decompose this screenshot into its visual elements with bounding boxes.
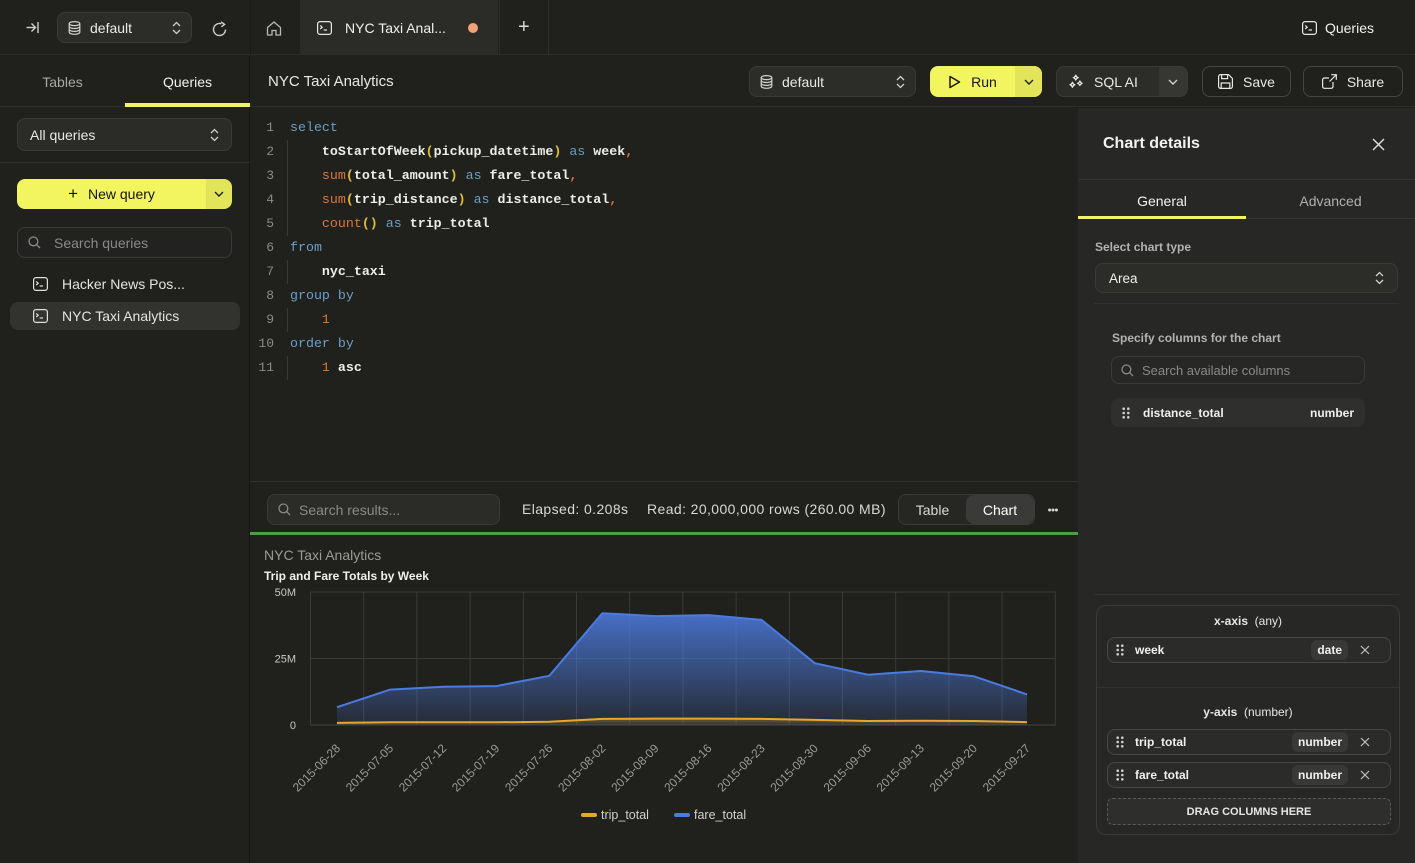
- svg-text:NYC Taxi Analytics: NYC Taxi Analytics: [264, 547, 381, 563]
- svg-text:2015-07-12: 2015-07-12: [396, 741, 450, 795]
- svg-text:trip_total: trip_total: [601, 808, 649, 822]
- svg-text:2015-08-30: 2015-08-30: [768, 741, 822, 795]
- svg-text:2015-08-09: 2015-08-09: [608, 741, 662, 795]
- svg-text:2015-09-13: 2015-09-13: [874, 741, 928, 795]
- svg-text:2015-09-06: 2015-09-06: [821, 741, 875, 795]
- svg-text:2015-08-02: 2015-08-02: [555, 741, 609, 795]
- svg-text:2015-09-20: 2015-09-20: [927, 741, 981, 795]
- svg-text:2015-07-05: 2015-07-05: [343, 741, 397, 795]
- svg-text:25M: 25M: [275, 654, 296, 666]
- svg-text:0: 0: [290, 720, 296, 732]
- svg-text:2015-09-27: 2015-09-27: [980, 741, 1034, 795]
- svg-text:2015-08-16: 2015-08-16: [661, 741, 715, 795]
- svg-text:2015-06-28: 2015-06-28: [290, 741, 344, 795]
- svg-text:2015-07-19: 2015-07-19: [449, 741, 503, 795]
- svg-text:Trip and Fare Totals by Week: Trip and Fare Totals by Week: [264, 569, 429, 583]
- svg-text:fare_total: fare_total: [694, 808, 746, 822]
- svg-text:2015-08-23: 2015-08-23: [714, 741, 768, 795]
- svg-text:50M: 50M: [275, 587, 296, 599]
- svg-text:2015-07-26: 2015-07-26: [502, 741, 556, 795]
